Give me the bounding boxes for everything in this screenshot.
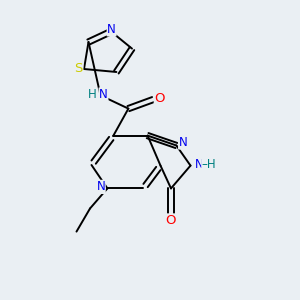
- Text: H: H: [88, 88, 97, 101]
- Text: N: N: [178, 136, 188, 149]
- Text: N: N: [96, 180, 105, 194]
- Text: N: N: [107, 23, 116, 36]
- Text: O: O: [166, 214, 176, 227]
- Text: N: N: [99, 88, 108, 101]
- Text: –H: –H: [202, 158, 216, 171]
- Text: N: N: [194, 158, 203, 171]
- Text: O: O: [154, 92, 165, 105]
- Text: S: S: [74, 62, 83, 75]
